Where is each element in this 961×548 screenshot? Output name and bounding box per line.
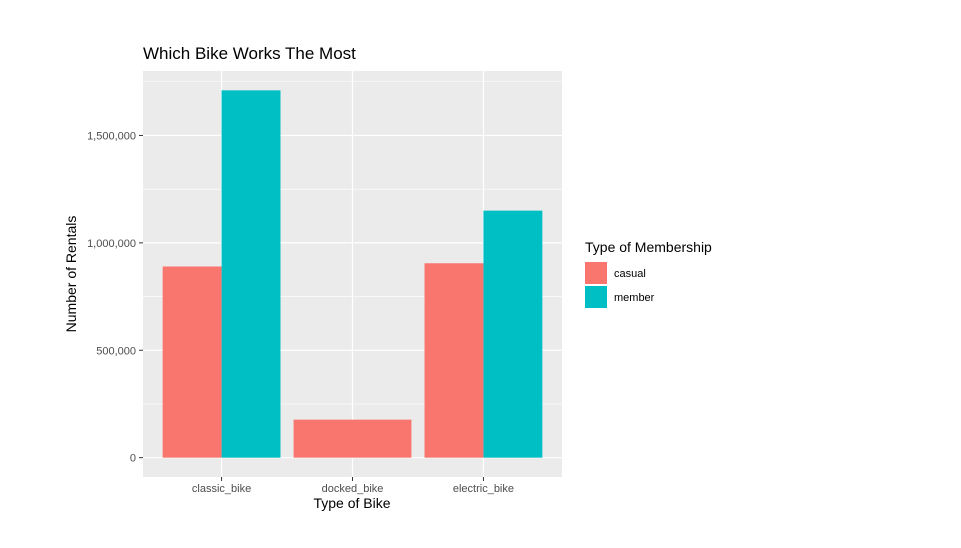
legend-key-casual: [585, 262, 607, 284]
legend-label-casual: casual: [614, 268, 646, 280]
y-axis: 0 500,000 1,000,000 1,500,000: [87, 130, 143, 465]
x-tick-label: docked_bike: [322, 483, 384, 495]
bars: [162, 90, 543, 458]
chart-title: Which Bike Works The Most: [143, 44, 356, 63]
legend-label-member: member: [614, 292, 655, 304]
y-tick-label: 0: [130, 453, 136, 465]
y-tick-label: 1,500,000: [87, 130, 136, 142]
legend-title: Type of Membership: [585, 239, 712, 255]
bar-electric-bike-member: [483, 210, 543, 458]
x-axis-title: Type of Bike: [313, 495, 390, 511]
x-axis: classic_bike docked_bike electric_bike: [192, 477, 514, 495]
y-tick-label: 500,000: [96, 345, 136, 357]
bar-electric-bike-casual: [424, 263, 484, 458]
bar-docked-bike-casual: [293, 419, 412, 458]
bar-classic-bike-member: [221, 90, 281, 458]
legend: Type of Membership casual member: [585, 239, 712, 308]
y-axis-title: Number of Rentals: [63, 216, 79, 333]
x-tick-label: electric_bike: [453, 483, 514, 495]
x-tick-label: classic_bike: [192, 483, 251, 495]
bar-classic-bike-casual: [162, 266, 222, 458]
legend-key-member: [585, 286, 607, 308]
y-tick-label: 1,000,000: [87, 238, 136, 250]
